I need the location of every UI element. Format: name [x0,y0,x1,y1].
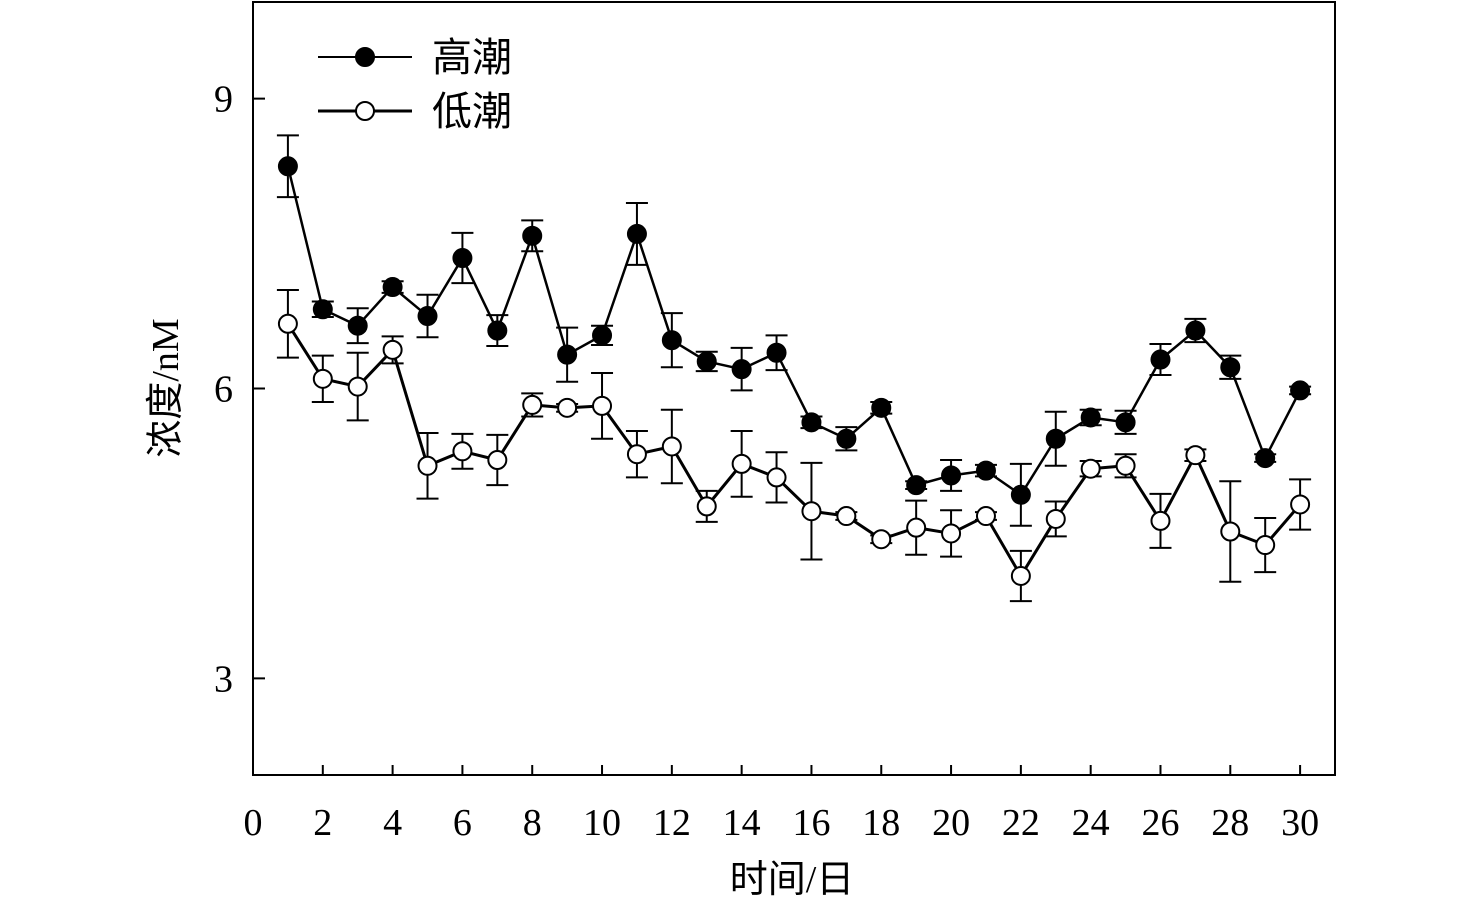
data-point-high-tide [836,428,857,449]
data-point-low-tide [626,444,647,465]
data-point-high-tide [557,344,578,365]
data-point-high-tide [1220,357,1241,378]
data-point-high-tide [1290,380,1311,401]
data-point-low-tide [766,467,787,488]
data-point-low-tide [1185,445,1206,466]
y-axis-label: 浓度/nM [145,318,187,457]
x-tick-label: 24 [1072,802,1110,844]
y-tick-label: 9 [214,79,233,121]
y-tick-label: 6 [214,369,233,411]
data-point-low-tide [906,517,927,538]
data-point-high-tide [1010,484,1031,505]
series-line-low-tide [286,322,1302,578]
data-point-high-tide [1150,349,1171,370]
data-point-high-tide [731,359,752,380]
data-point-high-tide [522,225,543,246]
data-point-high-tide [487,320,508,341]
data-point-high-tide [592,325,613,346]
legend: 高潮 低潮 [318,35,512,134]
x-tick-label: 16 [792,802,830,844]
data-point-low-tide [731,453,752,474]
x-tick-label: 12 [653,802,691,844]
data-point-high-tide [941,465,962,486]
data-point-low-tide [941,523,962,544]
data-point-high-tide [312,299,333,320]
data-point-low-tide [382,339,403,360]
data-point-high-tide [661,330,682,351]
data-point-low-tide [592,395,613,416]
data-point-high-tide [382,277,403,298]
x-tick-label: 4 [383,802,402,844]
data-point-high-tide [277,156,298,177]
data-point-high-tide [871,397,892,418]
data-point-high-tide [1115,412,1136,433]
data-point-high-tide [801,412,822,433]
x-tick-label: 28 [1211,802,1249,844]
data-point-low-tide [975,506,996,527]
data-point-high-tide [1255,448,1276,469]
data-point-low-tide [1220,521,1241,542]
x-tick-label: 22 [1002,802,1040,844]
data-point-low-tide [522,394,543,415]
data-point-low-tide [557,397,578,418]
data-point-high-tide [906,475,927,496]
x-tick-label: 26 [1141,802,1179,844]
data-point-low-tide [1080,458,1101,479]
data-point-high-tide [766,342,787,363]
data-point-low-tide [1010,565,1031,586]
data-point-low-tide [1255,535,1276,556]
x-tick-label: 14 [723,802,761,844]
data-point-high-tide [975,460,996,481]
x-tick-label: 20 [932,802,970,844]
data-point-high-tide [452,248,473,269]
x-tick-label: 30 [1281,802,1319,844]
data-point-low-tide [312,368,333,389]
x-tick-label: 0 [244,802,263,844]
data-point-low-tide [1045,508,1066,529]
data-point-low-tide [1290,494,1311,515]
data-point-high-tide [1080,407,1101,428]
legend-marker-high-tide [355,47,375,67]
data-point-low-tide [417,455,438,476]
x-tick-label: 18 [862,802,900,844]
data-point-low-tide [871,529,892,550]
data-point-low-tide [1115,455,1136,476]
data-point-high-tide [696,351,717,372]
data-point-low-tide [487,450,508,471]
legend-label-high-tide: 高潮 [432,35,512,80]
x-tick-label: 8 [523,802,542,844]
data-point-low-tide [836,506,857,527]
data-point-high-tide [347,315,368,336]
series-line-high-tide [286,165,1302,497]
legend-marker-low-tide [355,101,375,121]
data-point-low-tide [696,496,717,517]
x-tick-label: 2 [313,802,332,844]
data-point-high-tide [1185,320,1206,341]
data-point-low-tide [347,376,368,397]
x-tick-label: 6 [453,802,472,844]
data-point-low-tide [452,441,473,462]
data-point-low-tide [1150,510,1171,531]
data-point-high-tide [417,306,438,327]
data-point-high-tide [626,223,647,244]
y-tick-label: 3 [214,658,233,700]
x-axis-label: 时间/日 [730,859,855,901]
data-point-high-tide [1045,428,1066,449]
data-point-low-tide [661,436,682,457]
data-point-low-tide [801,501,822,522]
x-tick-label: 10 [583,802,621,844]
data-point-low-tide [277,313,298,334]
legend-label-low-tide: 低潮 [432,89,512,134]
